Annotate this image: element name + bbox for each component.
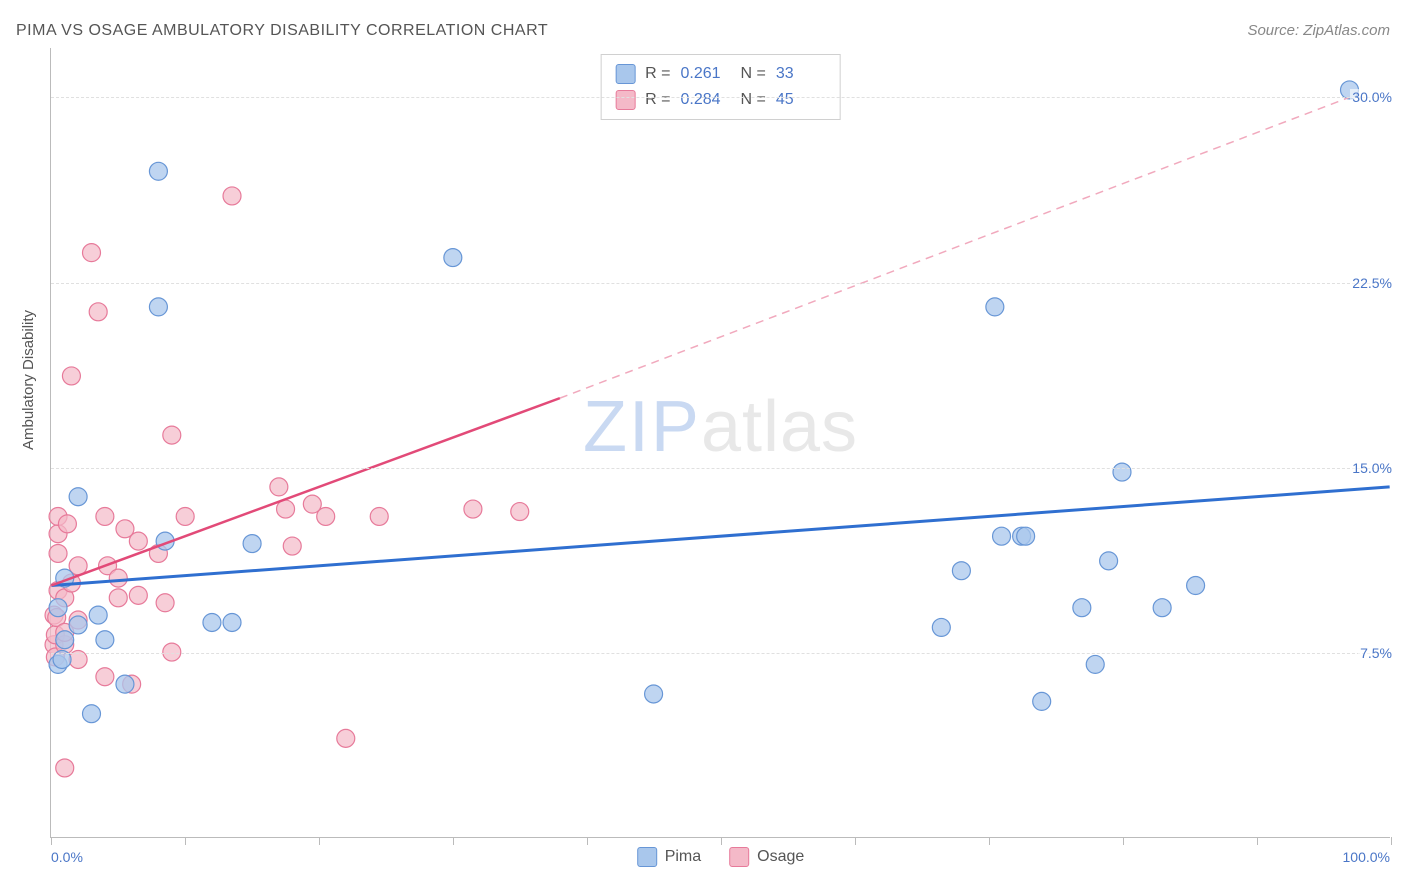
- data-point: [69, 616, 87, 634]
- stats-row-osage: R = 0.284 N = 45: [615, 87, 826, 113]
- n-value-pima: 33: [776, 61, 826, 87]
- data-point: [58, 515, 76, 533]
- data-point: [444, 249, 462, 267]
- data-point: [109, 569, 127, 587]
- gridline: [51, 653, 1390, 654]
- x-tick: [319, 837, 320, 845]
- x-tick: [855, 837, 856, 845]
- data-point: [116, 675, 134, 693]
- x-tick: [721, 837, 722, 845]
- bottom-legend: Pima Osage: [637, 847, 805, 867]
- data-point: [56, 631, 74, 649]
- chart-title: PIMA VS OSAGE AMBULATORY DISABILITY CORR…: [16, 22, 548, 40]
- data-point: [176, 507, 194, 525]
- data-point: [163, 426, 181, 444]
- data-point: [49, 599, 67, 617]
- stats-legend: R = 0.261 N = 33 R = 0.284 N = 45: [600, 54, 841, 120]
- n-label: N =: [741, 87, 766, 113]
- x-tick: [1391, 837, 1392, 845]
- data-point: [49, 544, 67, 562]
- gridline: [51, 283, 1390, 284]
- data-point: [283, 537, 301, 555]
- swatch-pima: [637, 847, 657, 867]
- n-label: N =: [741, 61, 766, 87]
- data-point: [149, 162, 167, 180]
- data-point: [96, 668, 114, 686]
- data-point: [952, 562, 970, 580]
- data-point: [645, 685, 663, 703]
- data-point: [83, 244, 101, 262]
- plot-area: ZIPatlas R = 0.261 N = 33 R = 0.284 N = …: [50, 48, 1390, 838]
- x-tick: [51, 837, 52, 845]
- y-tick-label: 30.0%: [1350, 89, 1394, 105]
- legend-item-osage: Osage: [729, 847, 804, 867]
- x-tick: [989, 837, 990, 845]
- data-point: [89, 606, 107, 624]
- swatch-osage: [729, 847, 749, 867]
- data-point: [370, 507, 388, 525]
- data-point: [932, 618, 950, 636]
- data-point: [69, 488, 87, 506]
- x-min-label: 0.0%: [51, 849, 83, 865]
- x-tick: [453, 837, 454, 845]
- data-point: [109, 589, 127, 607]
- x-tick: [185, 837, 186, 845]
- y-axis-label: Ambulatory Disability: [20, 310, 37, 450]
- data-point: [1153, 599, 1171, 617]
- x-tick: [587, 837, 588, 845]
- data-point: [464, 500, 482, 518]
- data-point: [129, 532, 147, 550]
- x-max-label: 100.0%: [1343, 849, 1390, 865]
- data-point: [223, 187, 241, 205]
- data-point: [337, 729, 355, 747]
- data-point: [203, 614, 221, 632]
- data-point: [149, 298, 167, 316]
- chart-svg: [51, 48, 1390, 837]
- r-label: R =: [645, 87, 670, 113]
- data-point: [129, 586, 147, 604]
- legend-label-pima: Pima: [665, 848, 701, 866]
- data-point: [1086, 655, 1104, 673]
- data-point: [56, 759, 74, 777]
- data-point: [317, 507, 335, 525]
- data-point: [1017, 527, 1035, 545]
- n-value-osage: 45: [776, 87, 826, 113]
- swatch-osage: [615, 90, 635, 110]
- data-point: [62, 367, 80, 385]
- data-point: [96, 507, 114, 525]
- r-value-osage: 0.284: [681, 87, 731, 113]
- data-point: [1100, 552, 1118, 570]
- data-point: [993, 527, 1011, 545]
- gridline: [51, 97, 1390, 98]
- legend-label-osage: Osage: [757, 848, 804, 866]
- data-point: [270, 478, 288, 496]
- x-tick: [1257, 837, 1258, 845]
- data-point: [1187, 577, 1205, 595]
- y-tick-label: 7.5%: [1358, 645, 1394, 661]
- data-point: [986, 298, 1004, 316]
- stats-row-pima: R = 0.261 N = 33: [615, 61, 826, 87]
- data-point: [1033, 692, 1051, 710]
- data-point: [511, 503, 529, 521]
- data-point: [243, 535, 261, 553]
- y-tick-label: 22.5%: [1350, 275, 1394, 291]
- x-tick: [1123, 837, 1124, 845]
- legend-item-pima: Pima: [637, 847, 701, 867]
- data-point: [83, 705, 101, 723]
- r-label: R =: [645, 61, 670, 87]
- y-tick-label: 15.0%: [1350, 460, 1394, 476]
- data-point: [223, 614, 241, 632]
- data-point: [1113, 463, 1131, 481]
- r-value-pima: 0.261: [681, 61, 731, 87]
- data-point: [156, 594, 174, 612]
- data-point: [1073, 599, 1091, 617]
- gridline: [51, 468, 1390, 469]
- data-point: [89, 303, 107, 321]
- data-point: [96, 631, 114, 649]
- swatch-pima: [615, 64, 635, 84]
- source-label: Source: ZipAtlas.com: [1247, 22, 1390, 39]
